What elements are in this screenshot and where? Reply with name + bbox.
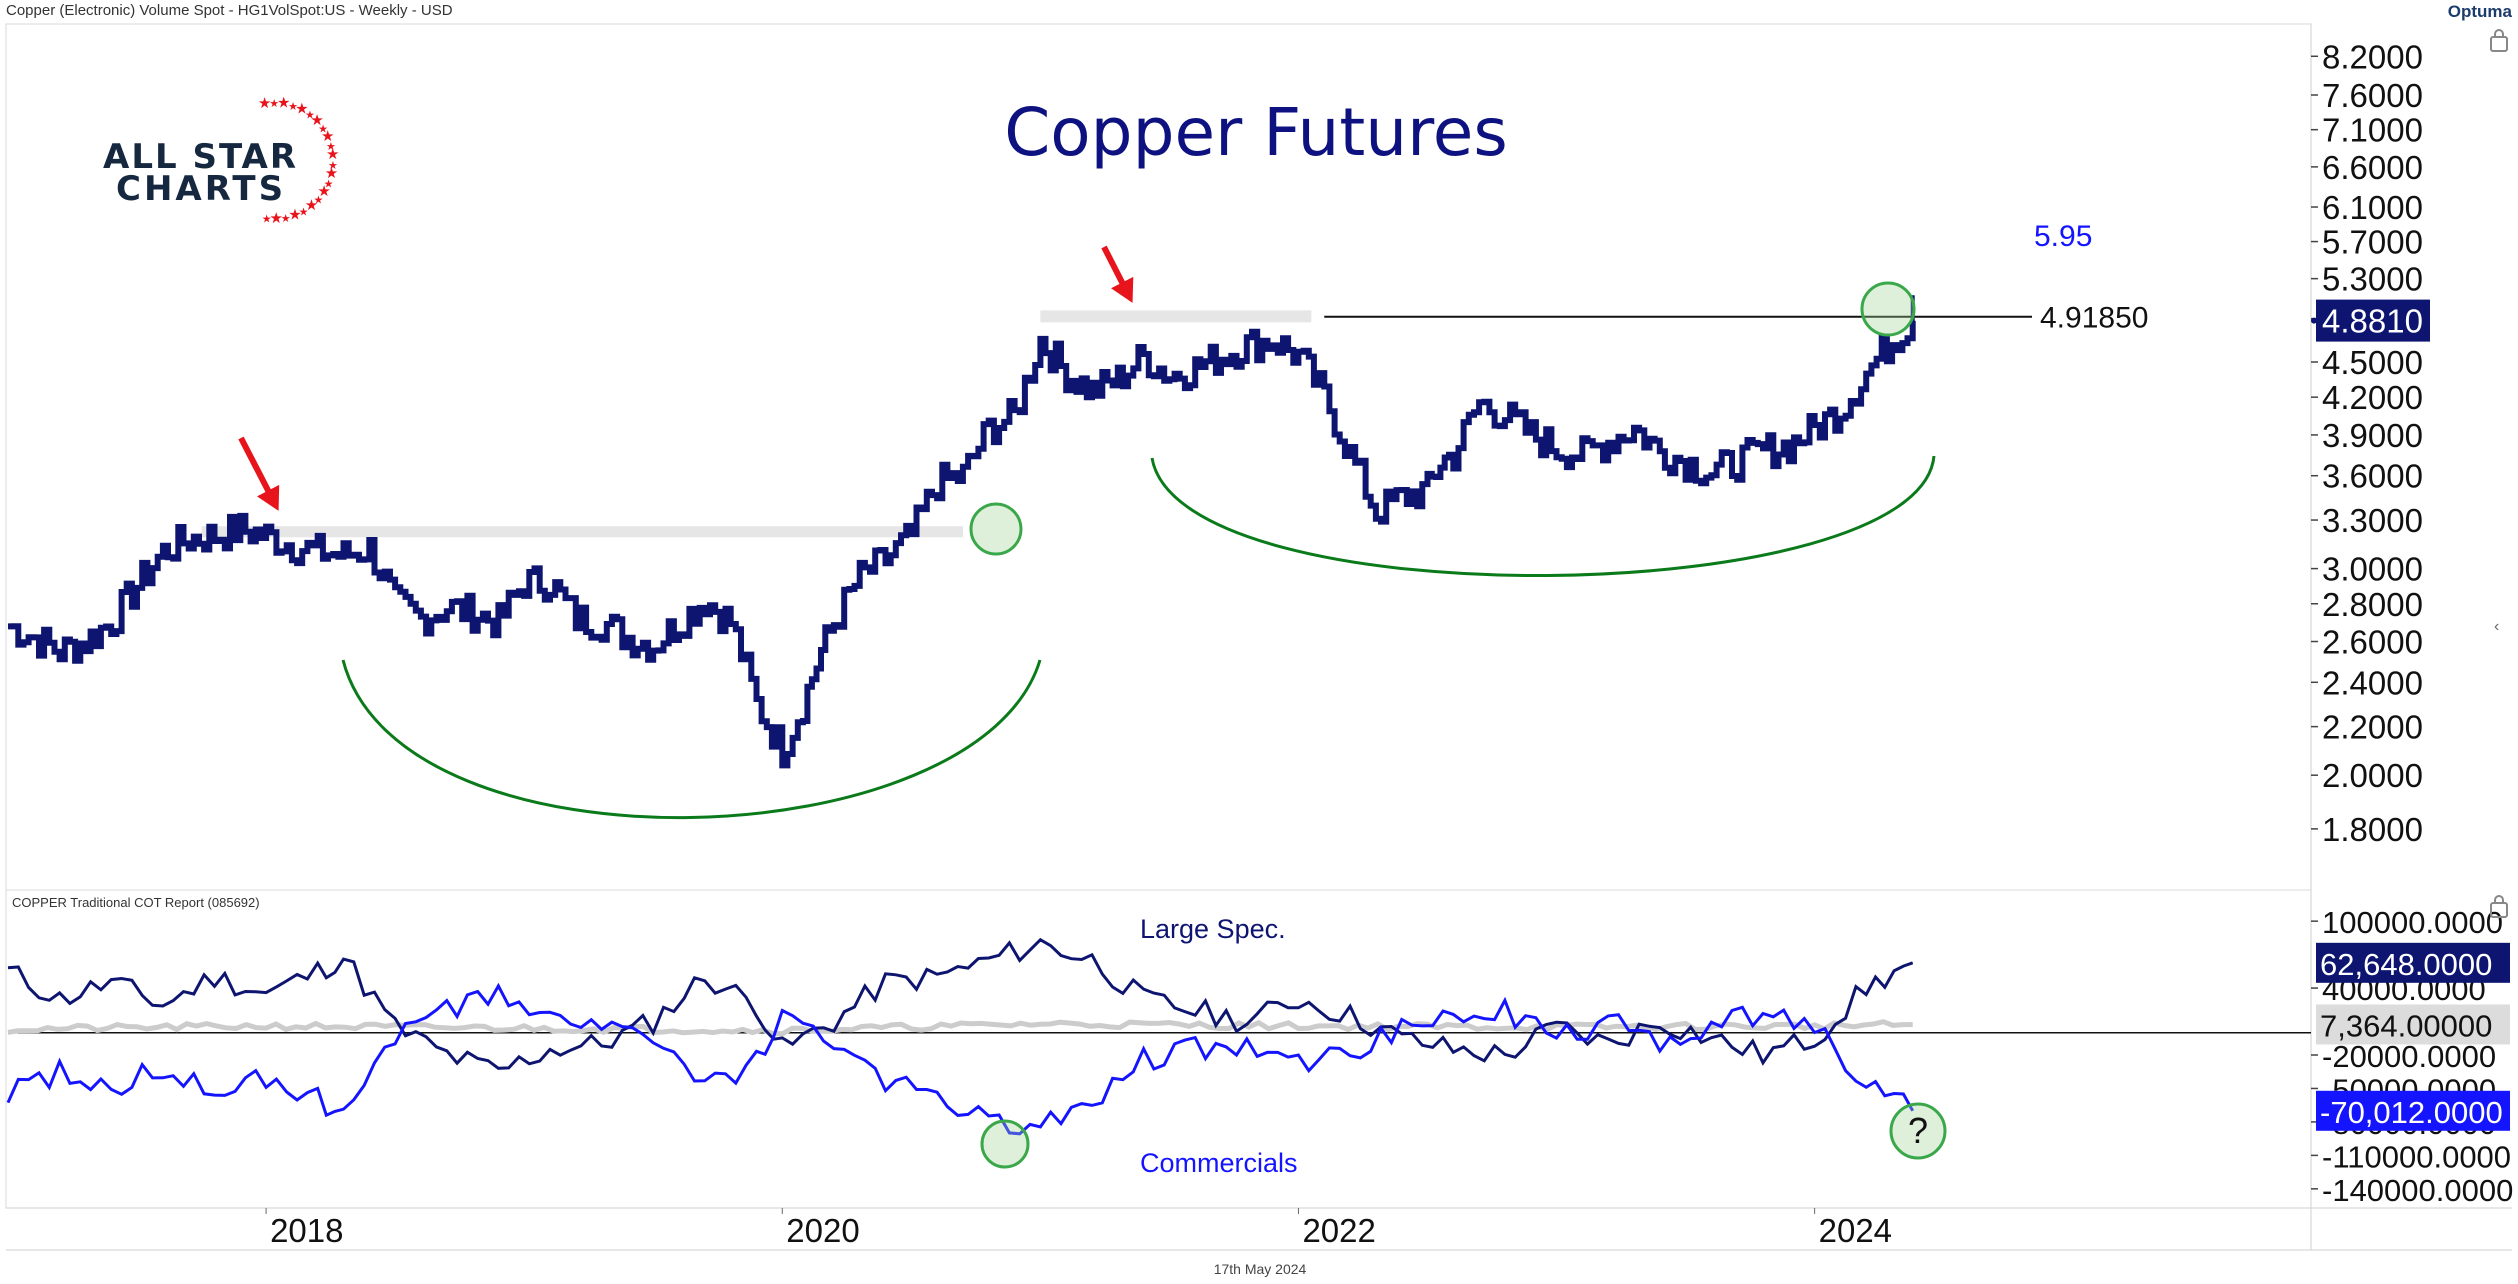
large-spec-last-value-box <box>2316 942 2510 983</box>
logo-star-icon: ★ <box>326 146 339 163</box>
cot-panel-title: COPPER Traditional COT Report (085692) <box>12 895 260 910</box>
cot-overlay: ? 62,648.0000 7,364.00000 -70,012.0000 <box>980 942 2510 1169</box>
logo-star-icon: ★ <box>269 210 282 227</box>
small-spec-last-value: 7,364.00000 <box>2320 1008 2492 1043</box>
price-tick-label: 1.8000 <box>2322 811 2423 848</box>
cot-tick-label: -140000.0000 <box>2322 1173 2513 1208</box>
logo-line2: CHARTS <box>116 169 286 209</box>
logo-star-icon: ★ <box>310 112 323 129</box>
price-tick-label: 3.0000 <box>2322 551 2423 588</box>
logo-star-icon: ★ <box>324 178 334 190</box>
logo-star-icon: ★ <box>288 206 301 223</box>
last-price-box <box>2316 299 2430 342</box>
price-tick-label: 2.0000 <box>2322 757 2423 794</box>
price-tick-label: 2.2000 <box>2322 709 2423 746</box>
resistance-label: 4.91850 <box>2040 302 2148 335</box>
commercials-low-circle <box>980 1119 1030 1169</box>
cot-panel-frame <box>5 889 2312 1209</box>
resistance-band-2021 <box>1040 310 1312 323</box>
copper-price-line <box>8 320 1916 769</box>
price-tick-label: 8.2000 <box>2322 38 2423 75</box>
cot-tick-label: -20000.0000 <box>2322 1039 2496 1074</box>
price-tick-label: 6.6000 <box>2322 149 2423 186</box>
logo-star-icon: ★ <box>321 128 334 145</box>
footer-date: 17th May 2024 <box>1214 1261 1307 1277</box>
logo-star-icon: ★ <box>318 123 328 135</box>
price-panel-lock-icon[interactable] <box>2490 29 2508 52</box>
commercials-last-value-box <box>2316 1090 2510 1131</box>
cot-panel-lock-icon[interactable] <box>2490 895 2508 918</box>
red-arrow-2018-head <box>257 484 280 511</box>
small-spec-last-value-box <box>2316 1004 2510 1045</box>
last-price-label: 4.8810 <box>2322 303 2423 340</box>
logo-star-icon: ★ <box>295 101 308 118</box>
price-tick-label: 3.3000 <box>2322 502 2423 539</box>
logo-star-icon: ★ <box>317 183 330 200</box>
logo-star-icon: ★ <box>281 213 291 225</box>
all-star-charts-logo: ALL STAR CHARTS ★★★★★★★★★★★★★★★★★★★★★★ <box>103 95 339 227</box>
cot-tick-label: 100000.0000 <box>2322 905 2503 940</box>
price-tick-label: 5.7000 <box>2322 224 2423 261</box>
brand-label: Optuma <box>2447 2 2512 21</box>
commercials-label: Commercials <box>1140 1148 1298 1178</box>
date-tick-label: 2024 <box>1819 1212 1892 1249</box>
logo-stars: ★★★★★★★★★★★★★★★★★★★★★★ <box>258 95 340 227</box>
last-price-marker <box>2311 317 2317 324</box>
question-mark: ? <box>1908 1110 1928 1151</box>
price-tick-label: 7.1000 <box>2322 112 2423 149</box>
logo-line1: ALL STAR <box>103 137 298 177</box>
chart-title: Copper Futures <box>1004 94 1508 171</box>
price-axis: 8.20007.60007.10006.60006.10005.70005.30… <box>2311 38 2423 848</box>
price-tick-label: 6.1000 <box>2322 189 2423 226</box>
date-axis: 2018 2020 2022 2024 <box>265 1208 1892 1249</box>
price-panel-frame <box>5 23 2312 891</box>
collapse-chevron-icon[interactable]: ‹ <box>2494 618 2500 635</box>
large-spec-last-value: 62,648.0000 <box>2320 947 2492 982</box>
target-label: 5.95 <box>2034 220 2092 253</box>
logo-star-icon: ★ <box>326 141 336 153</box>
price-tick-label: 5.3000 <box>2322 261 2423 298</box>
logo-star-icon: ★ <box>328 160 338 172</box>
date-tick-label: 2020 <box>786 1212 859 1249</box>
price-tick-label: 4.5000 <box>2322 344 2423 381</box>
logo-star-icon: ★ <box>299 206 309 218</box>
red-arrow-2021-head <box>1111 276 1134 303</box>
commercials-line <box>6 982 1915 1136</box>
logo-star-icon: ★ <box>325 165 338 182</box>
price-tick-label: 3.6000 <box>2322 458 2423 495</box>
logo-star-icon: ★ <box>277 95 290 112</box>
rounding-base-2021-2024 <box>1150 455 1936 578</box>
commercials-last-value: -70,012.0000 <box>2320 1095 2503 1130</box>
date-tick-label: 2018 <box>270 1212 343 1249</box>
logo-star-icon: ★ <box>305 110 315 122</box>
question-circle <box>1889 1102 1947 1160</box>
price-annotations: 4.91850 5.95 <box>201 220 2148 819</box>
instrument-header: Copper (Electronic) Volume Spot - HG1Vol… <box>6 2 453 19</box>
price-tick-label: 4.2000 <box>2322 379 2423 416</box>
breakout-circle-2024 <box>1860 281 1916 337</box>
resistance-band-2018 <box>201 526 963 538</box>
rounding-base-2018-2021 <box>341 659 1042 819</box>
logo-star-icon: ★ <box>313 194 323 206</box>
price-overlay: 4.8810 <box>969 281 2430 556</box>
large-spec-label: Large Spec. <box>1140 914 1286 944</box>
logo-star-icon: ★ <box>269 98 279 110</box>
price-tick-label: 3.9000 <box>2322 417 2423 454</box>
cot-tick-label: -110000.0000 <box>2322 1139 2511 1174</box>
logo-star-icon: ★ <box>288 101 298 113</box>
breakout-circle-2020 <box>969 502 1023 556</box>
logo-star-icon: ★ <box>262 213 272 225</box>
price-tick-label: 7.6000 <box>2322 77 2423 114</box>
large-spec-line <box>7 937 1914 1070</box>
date-tick-label: 2022 <box>1302 1212 1375 1249</box>
logo-star-icon: ★ <box>305 197 318 214</box>
price-tick-label: 2.8000 <box>2322 586 2423 623</box>
price-tick-label: 2.4000 <box>2322 664 2423 701</box>
logo-star-icon: ★ <box>258 95 271 112</box>
cot-series <box>6 937 1915 1136</box>
price-tick-label: 2.6000 <box>2322 624 2423 661</box>
